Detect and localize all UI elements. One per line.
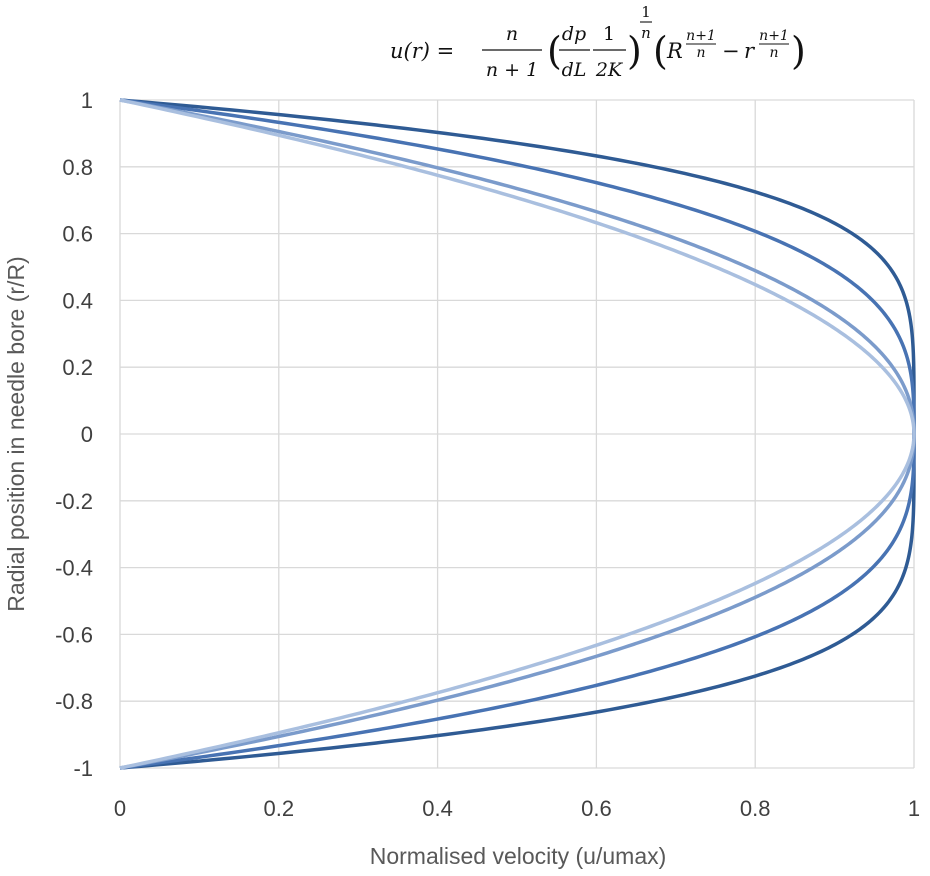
- x-tick-label: 0.6: [581, 796, 612, 821]
- y-tick-label: 1: [81, 88, 93, 113]
- y-tick-label: -0.2: [55, 489, 93, 514]
- y-tick-label: -0.4: [55, 556, 93, 581]
- formula-exp-numerator: 1: [641, 3, 651, 21]
- y-tick-label: 0.6: [62, 222, 93, 247]
- series-line-n-1: [119, 98, 916, 770]
- series-group: [119, 98, 916, 770]
- y-axis-title: Radial position in needle bore (r/R): [3, 256, 29, 611]
- formula-exp2-numerator-1: n+1: [686, 28, 716, 44]
- formula-exp2-numerator-2: n+1: [759, 28, 789, 44]
- formula-annotation: u(r) = n n + 1 ( dp dL 1 2K ) 1 n ( R n+…: [390, 3, 806, 81]
- formula-2K: 2K: [595, 59, 624, 81]
- y-tick-label: -0.6: [55, 622, 93, 647]
- formula-n-denominator: n + 1: [486, 59, 538, 81]
- formula-dL: dL: [562, 59, 587, 81]
- formula-paren-close-1: ): [627, 29, 642, 73]
- x-axis-title: Normalised velocity (u/umax): [370, 843, 667, 869]
- y-tick-label: 0.4: [62, 288, 93, 313]
- formula-exp-denominator: n: [641, 24, 651, 42]
- y-tick-label: 0.2: [62, 355, 93, 380]
- formula-one: 1: [603, 23, 615, 45]
- x-tick-label: 0.8: [740, 796, 771, 821]
- formula-R: R: [666, 39, 683, 63]
- formula-paren-open-1: (: [547, 29, 562, 73]
- formula-exp2-denominator-2: n: [769, 45, 778, 61]
- x-tick-label: 0.2: [264, 796, 295, 821]
- y-tick-label: -0.8: [55, 689, 93, 714]
- y-tick-label: 0: [81, 422, 93, 447]
- formula-r: r: [744, 39, 756, 63]
- x-tick-label: 0: [114, 796, 126, 821]
- formula-paren-open-2: (: [653, 29, 668, 73]
- formula-paren-close-2: ): [791, 29, 806, 73]
- y-tick-label: -1: [73, 756, 93, 781]
- formula-lhs: u(r) =: [390, 39, 454, 63]
- x-tick-label: 1: [908, 796, 920, 821]
- grid: [119, 99, 915, 769]
- formula-dp: dp: [562, 23, 586, 45]
- tick-labels: 0 0.2 0.4 0.6 0.8 1 1 0.8 0.6 0.4 0.2 0 -0.2 -0.4 -0.6…: [55, 88, 920, 821]
- x-tick-label: 0.4: [422, 796, 453, 821]
- y-tick-label: 0.8: [62, 155, 93, 180]
- formula-minus: −: [722, 39, 740, 63]
- formula-n-numerator: n: [506, 23, 518, 45]
- formula-exp2-denominator-1: n: [696, 45, 705, 61]
